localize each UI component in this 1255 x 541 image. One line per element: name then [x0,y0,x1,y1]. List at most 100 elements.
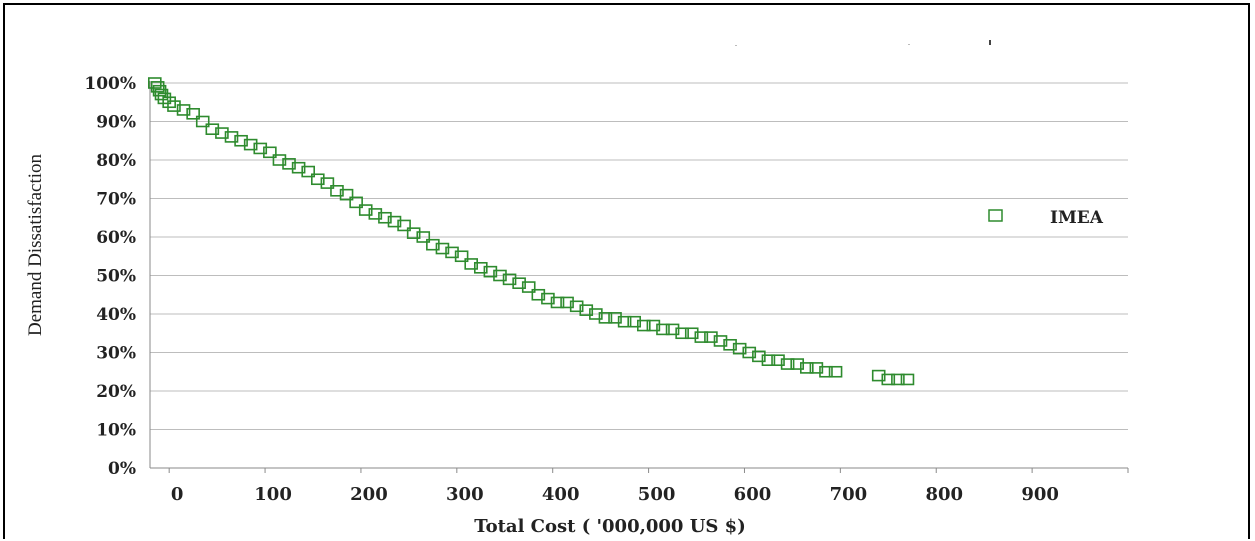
x-tick-label: 700 [830,484,868,505]
x-tick-label: 600 [734,484,772,505]
data-point [454,250,469,263]
legend-marker [988,209,1003,222]
y-tick-label: 70% [96,190,136,210]
chart-frame [3,3,1250,539]
data-point [339,188,354,201]
data-point [684,327,699,340]
data-point [900,373,915,386]
data-point [636,319,651,332]
data-point [301,165,316,178]
x-tick-label: 500 [638,484,676,505]
y-tick-label: 40% [96,305,136,325]
data-point [147,77,162,89]
x-tick-label: 900 [1021,484,1059,505]
data-point [397,219,411,232]
data-point [224,131,239,143]
y-tick-label: 20% [96,382,136,402]
data-point [569,300,584,313]
data-point [330,185,344,197]
data-point [176,104,191,116]
data-point [598,312,613,324]
y-tick-label: 30% [96,344,136,364]
data-point [646,319,661,332]
data-point [320,177,335,189]
data-point [771,354,785,367]
data-point [435,242,450,255]
data-point [608,312,622,324]
data-point [531,288,546,301]
data-point [819,365,833,378]
data-point [704,331,718,343]
data-point [186,108,200,120]
legend-label: IMEA [1050,208,1104,228]
data-point [589,308,603,320]
x-tick-label: 800 [925,484,963,505]
data-point [263,146,277,159]
data-point [473,261,488,274]
x-tick-label: 400 [542,484,580,505]
data-point [694,331,709,343]
data-point [742,346,757,359]
data-point [234,134,248,147]
data-point [464,258,479,270]
y-tick-label: 90% [96,113,136,133]
data-point [752,350,766,363]
data-point [723,338,737,351]
data-point [349,196,363,209]
x-tick-label: 100 [254,484,292,505]
axes [149,81,1129,473]
data-point [512,277,526,290]
data-point [521,281,536,293]
gridlines [150,82,1128,430]
data-point [243,138,258,151]
y-tick-label: 80% [96,151,136,171]
data-point [310,173,325,186]
data-point [416,231,431,243]
data-point [790,358,805,370]
data-point [627,315,642,328]
y-tick-label: 60% [96,228,136,248]
data-point [579,304,594,316]
data-point [195,115,210,128]
data-point [157,92,172,105]
data-point [162,96,176,109]
y-tick-labels: 0% 10% 20% 30% 40% 50% 60% 70% 80% 90% 100% [84,74,136,479]
data-point [665,323,680,336]
data-point [378,211,392,224]
x-tick-labels: 0 100 200 300 400 500 600 700 800 900 [171,484,1059,505]
data-point [828,365,843,378]
x-tick-label: 0 [171,484,184,505]
data-point [656,323,670,336]
data-point [272,154,287,166]
data-points [147,77,915,386]
data-point [675,327,689,340]
data-point [799,362,814,374]
data-point [150,81,165,93]
data-point [560,296,574,309]
data-point [881,373,896,386]
data-point [483,265,498,278]
data-point [493,269,507,282]
data-point [541,292,555,305]
data-point [713,335,728,347]
data-point [502,273,517,286]
data-point [154,88,169,101]
data-point [406,227,421,239]
data-point [387,215,402,228]
data-point [761,354,776,367]
data-point [617,315,632,328]
data-point [426,238,440,251]
data-point [732,342,747,355]
y-tick-label: 50% [96,267,136,287]
data-point [215,127,229,139]
data-point [368,208,383,220]
data-point [809,362,824,374]
y-tick-label: 100% [84,74,136,94]
x-tick-label: 200 [350,484,388,505]
scan-specks [735,40,991,46]
data-point [205,123,220,135]
x-tick-label: 300 [446,484,484,505]
data-point [780,358,795,370]
data-point [550,296,565,309]
